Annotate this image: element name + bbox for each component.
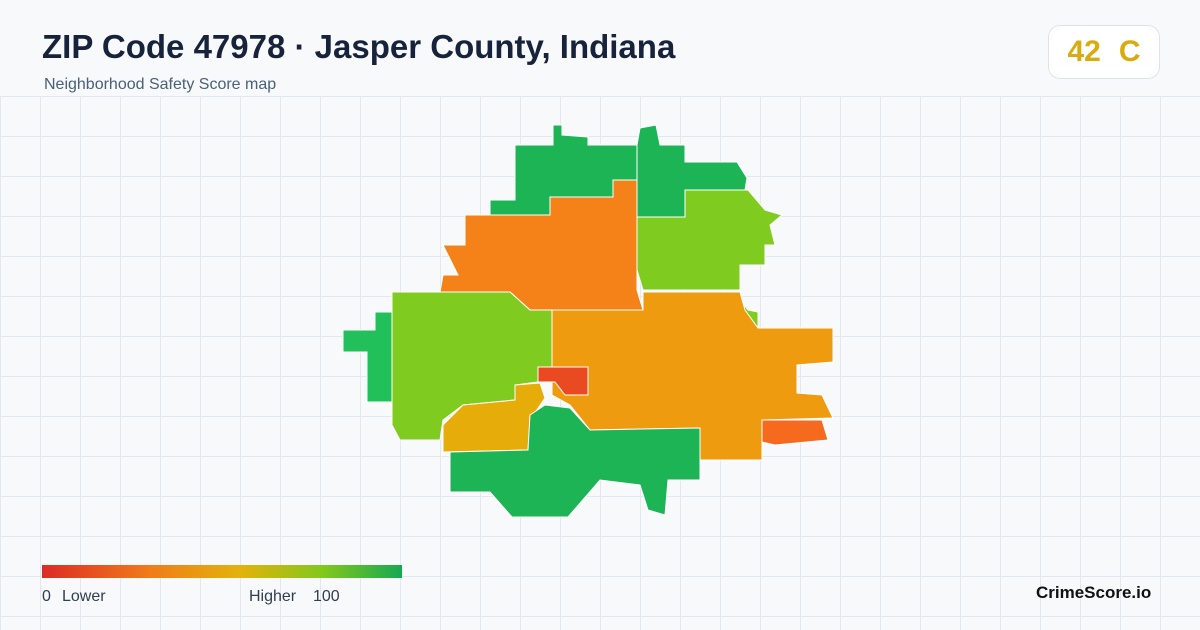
legend-gradient [42,565,402,578]
region [342,311,393,403]
region [537,366,589,396]
score-value: 42 [1067,35,1101,68]
region [449,404,701,518]
score-badge: 42 C [1048,25,1160,79]
legend-max: 100 [313,588,340,605]
brand: CrimeScore.io [1036,583,1152,602]
region [761,419,829,446]
legend-min: 0 [42,588,51,605]
legend-max-label: Higher [249,588,297,605]
legend-min-label: Lower [62,588,106,605]
region [636,189,784,291]
score-grade: C [1118,35,1141,68]
subtitle: Neighborhood Safety Score map [44,76,277,93]
title: ZIP Code 47978 · Jasper County, Indiana [42,28,676,65]
